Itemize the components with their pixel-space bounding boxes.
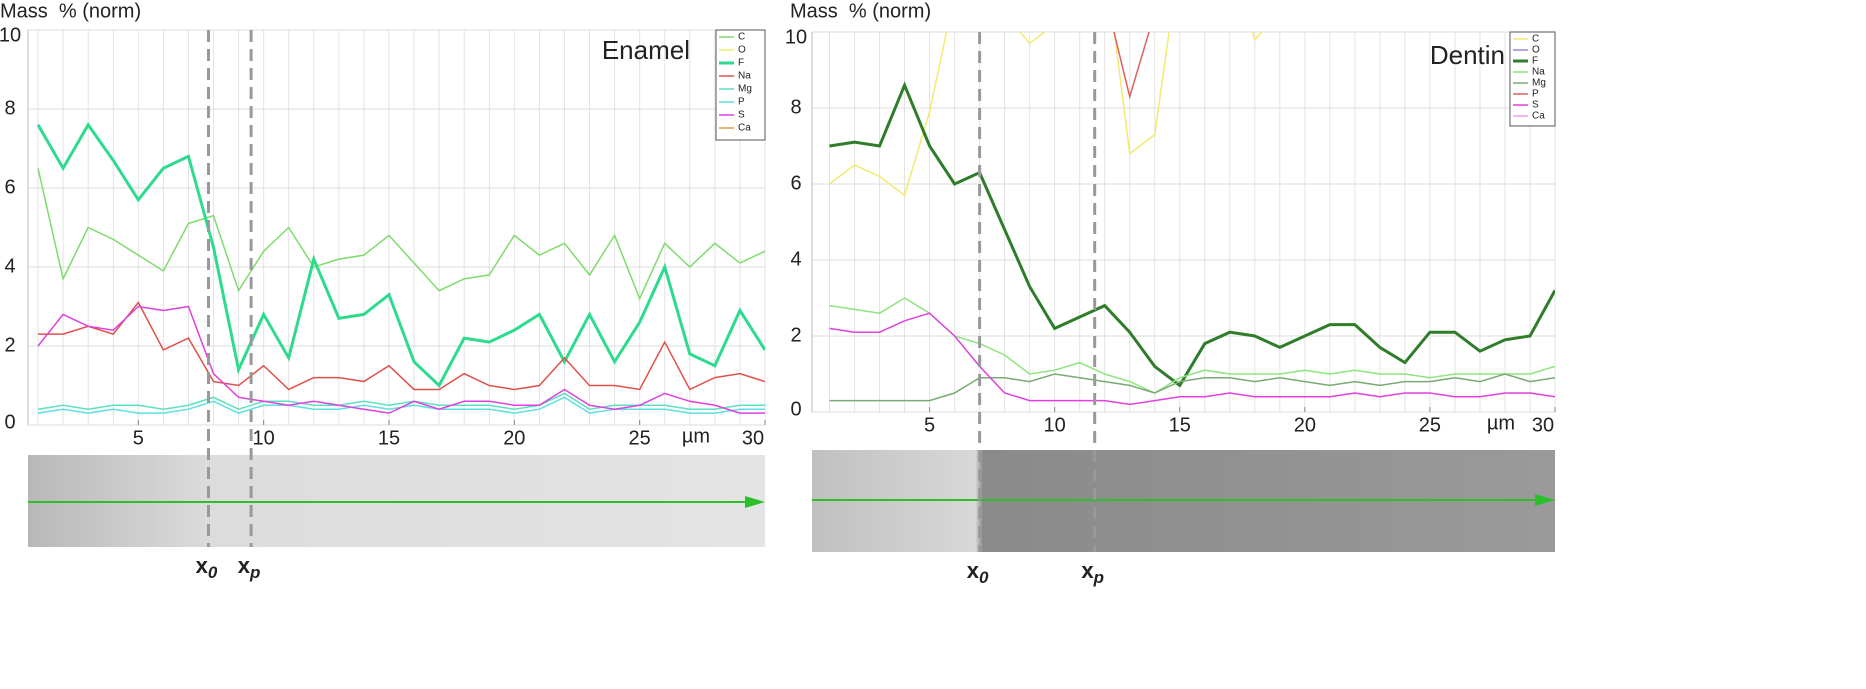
x-unit-label: µm (682, 425, 710, 447)
legend-label: S (1532, 100, 1539, 111)
series-line (829, 373, 1555, 402)
legend-label: Na (1532, 67, 1545, 78)
y-tick-label: 8 (4, 97, 15, 119)
x-tick-label: 25 (629, 427, 651, 449)
series-line (829, 312, 1555, 406)
legend-label: O (1532, 45, 1540, 56)
plot-area (811, 31, 1556, 413)
series-line (37, 305, 765, 414)
x-tick-label: 5 (924, 414, 935, 436)
marker-subscript: p (1093, 568, 1104, 587)
chart-title: Enamel (602, 35, 690, 65)
y-tick-label: 6 (4, 176, 15, 198)
legend-label: Na (738, 71, 751, 82)
legend (1509, 31, 1556, 127)
marker-symbol: x (238, 553, 251, 578)
y-tick-label: 0 (790, 398, 801, 420)
y-tick-label: 4 (4, 255, 15, 277)
y-tick-label: 0 (4, 411, 15, 433)
series-line (36, 122, 765, 388)
legend (715, 29, 766, 141)
y-tick-label: 2 (4, 334, 15, 356)
legend-label: O (738, 45, 746, 56)
plot-area (27, 29, 766, 426)
series-line (37, 168, 765, 301)
y-tick-label: 10 (785, 26, 807, 48)
marker-symbol: x (196, 553, 209, 578)
legend-label: C (738, 32, 745, 43)
legend-label: Mg (738, 84, 752, 95)
x-tick-label: 30 (1532, 414, 1554, 436)
marker-label: x0 (967, 558, 989, 588)
chart-title: Dentin (1430, 40, 1505, 70)
x-tick-label: 25 (1419, 414, 1441, 436)
legend-label: F (738, 58, 744, 69)
series-line (38, 301, 765, 391)
y-tick-label: 8 (790, 96, 801, 118)
series-line (1113, 32, 1150, 100)
x-tick-label: 5 (133, 427, 144, 449)
y-tick-label: 2 (790, 324, 801, 346)
x-tick-label: 10 (1044, 414, 1066, 436)
scan-arrow (745, 496, 765, 508)
y-tick-label: 6 (790, 172, 801, 194)
legend-label: F (1532, 56, 1538, 67)
series-line (37, 392, 765, 411)
y-tick-label: 10 (0, 24, 21, 46)
marker-symbol: x (1081, 558, 1094, 583)
x-tick-label: 20 (503, 427, 525, 449)
legend-label: S (738, 110, 745, 121)
marker-label: x0 (196, 553, 218, 583)
marker-subscript: p (249, 563, 260, 582)
x-tick-label: 10 (253, 427, 275, 449)
series-line (829, 81, 1555, 388)
x-tick-label: 20 (1294, 414, 1316, 436)
y-axis-label: Mass % (norm) (0, 0, 141, 22)
legend-label: Mg (1532, 78, 1546, 89)
marker-label: xp (238, 553, 261, 583)
scan-arrow (1535, 494, 1555, 506)
marker-subscript: 0 (208, 563, 218, 582)
y-axis-label: Mass % (norm) (790, 0, 931, 22)
x-tick-label: 15 (1169, 414, 1191, 436)
legend-label: C (1532, 34, 1539, 45)
x-tick-label: 15 (378, 427, 400, 449)
x-unit-label: µm (1487, 412, 1515, 434)
y-tick-label: 4 (790, 248, 801, 270)
legend-label: P (738, 97, 745, 108)
marker-label: xp (1081, 558, 1104, 588)
legend-label: Ca (738, 123, 751, 134)
legend-label: P (1532, 89, 1539, 100)
legend-label: Ca (1532, 111, 1545, 122)
marker-symbol: x (967, 558, 980, 583)
x-tick-label: 30 (742, 427, 764, 449)
marker-subscript: 0 (979, 568, 989, 587)
